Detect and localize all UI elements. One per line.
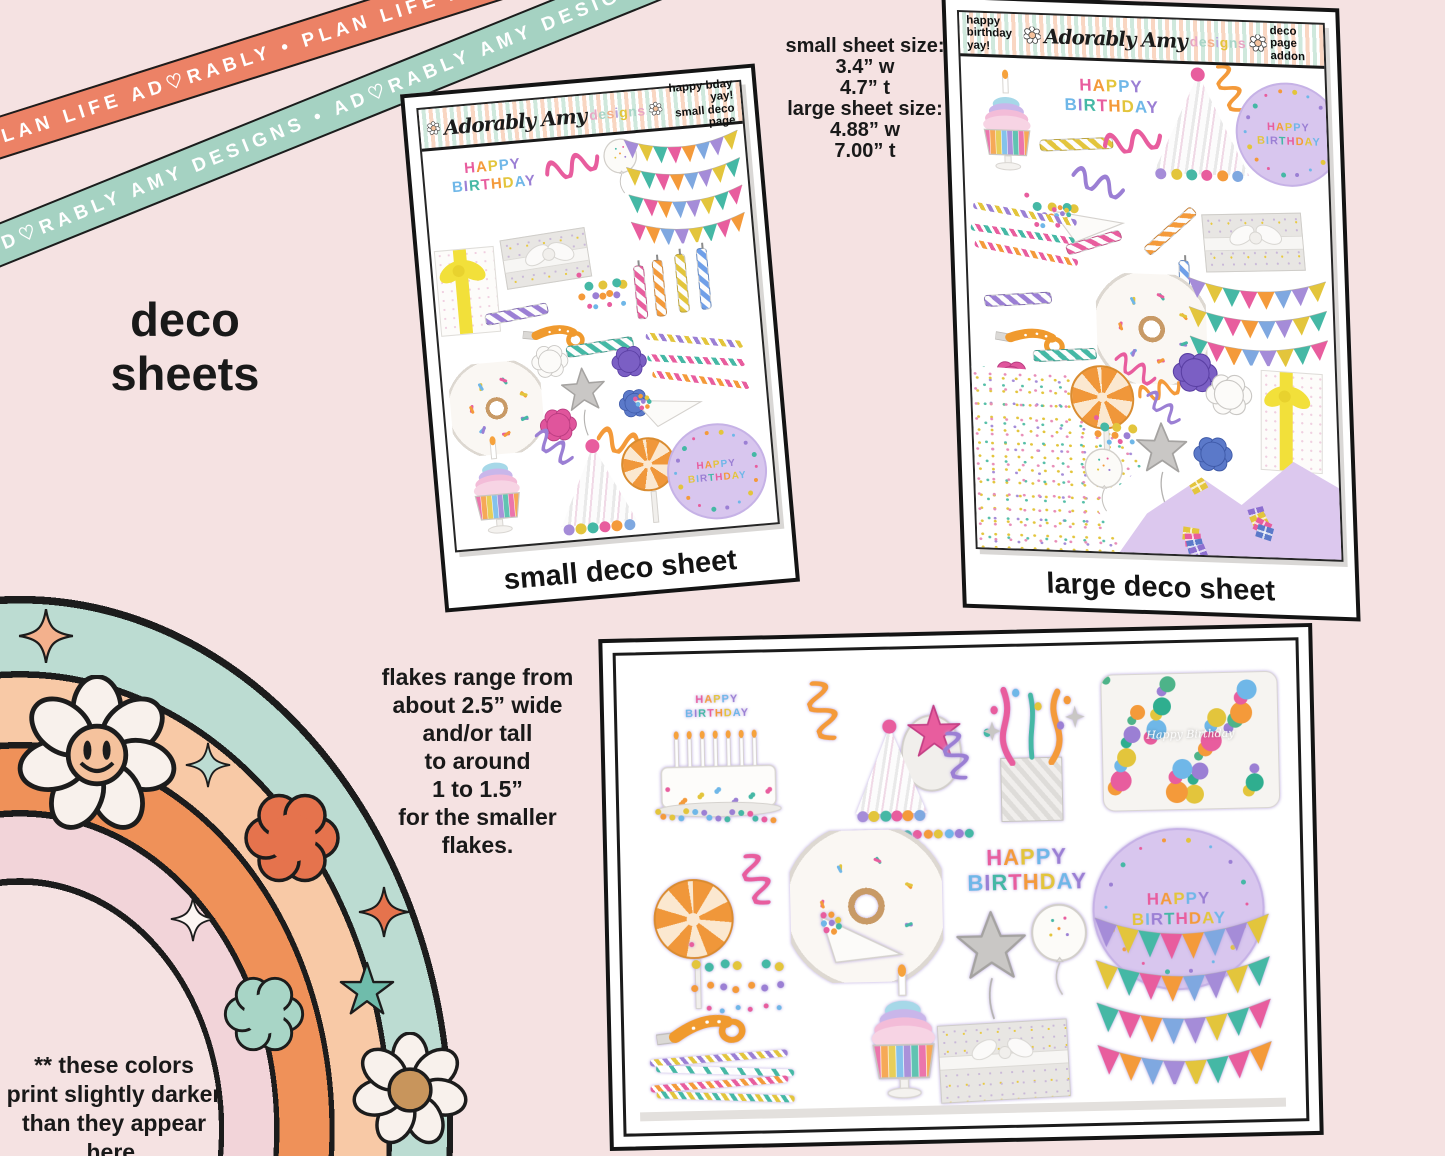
note-line: flakes.: [441, 832, 514, 858]
note-line: print slightly darker: [6, 1081, 222, 1107]
orange-candle: [1142, 205, 1198, 257]
note-line: small sheet size:: [785, 35, 945, 57]
striped-straw-2: [647, 354, 746, 367]
sheet-size-note: small sheet size: 3.4” w 4.7” t large sheet…: [758, 36, 972, 162]
flake-party-horn: [653, 1005, 753, 1062]
yellow-candle-upright: [673, 248, 690, 314]
note-line: large sheet size:: [787, 98, 943, 120]
note-line: for the smaller: [398, 804, 557, 830]
flake-balloon-wall: Happy Birthday: [1100, 670, 1281, 812]
striped-straw-1: [645, 332, 744, 349]
star-balloon: [1133, 420, 1192, 506]
print-color-disclaimer: ** these colors print slightly darker than…: [0, 1051, 228, 1156]
daisy-icon: [1248, 33, 1267, 52]
happy-birthday-badge: HAPPY BIRTHDAY: [662, 419, 771, 524]
happy-birthday-badge: HAPPY BIRTHDAY: [1233, 80, 1342, 189]
white-balloon: [1080, 448, 1128, 514]
note-line: 4.88” w: [829, 119, 901, 141]
note-line: 7.00” t: [834, 140, 896, 162]
pink-squiggle: [1099, 122, 1165, 156]
small-sheet-header: Adorably Amy designs happy bday yay! sma…: [418, 77, 743, 152]
pink-peony: [535, 403, 582, 447]
flake-party-hat-cluster: [845, 704, 978, 848]
flake-size-note: flakes range from about 2.5” wide and/or t…: [365, 663, 590, 859]
title-line-1: deco: [130, 293, 240, 346]
white-rose: [1200, 369, 1258, 421]
note-line: than they appear here.: [21, 1110, 207, 1156]
flake-star-balloon: [955, 904, 1030, 1031]
large-sheet-stickers: HAPPY BIRTHDAY HAPPY BIRTHDAY: [961, 56, 1342, 560]
flake-birthday-cupcake: [858, 960, 949, 1107]
orange-squiggle: [1209, 59, 1254, 116]
note-line: 4.7” t: [839, 77, 891, 99]
flake-confetti-cone: [807, 908, 911, 980]
flake-birthday-cake: HAPPY BIRTHDAY: [642, 691, 795, 844]
note-line: flakes range from: [381, 664, 574, 690]
confetti-cone: [628, 380, 707, 435]
pink-streamer: [1111, 346, 1162, 388]
flakes-panel: HAPPY BIRTHDAY Happy Birthday HAPPY BIRTHDAY…: [598, 622, 1324, 1152]
daisy-icon: [426, 119, 441, 137]
happy-birthday-candle-letters: HAPPY BIRTHDAY: [451, 155, 537, 197]
flake-confetti-popper: [976, 680, 1089, 822]
note-line: to around: [424, 748, 531, 774]
orange-candle-upright: [651, 254, 668, 318]
star-balloon: [557, 365, 611, 441]
flake-purple-streamer: [937, 726, 979, 784]
large-deco-sheet: happy birthday yay! Adorably Amy designs…: [956, 10, 1344, 562]
note-line: about 2.5” wide: [392, 692, 563, 718]
flake-present: [936, 1018, 1071, 1104]
flake-orange-streamer: [800, 675, 849, 745]
teal-candle: [1032, 347, 1098, 363]
large-sheet-header: happy birthday yay! Adorably Amy designs…: [959, 12, 1325, 69]
brand-designs: designs: [1189, 32, 1247, 51]
birthday-cupcake: [460, 432, 533, 541]
small-sheet-stickers: HAPPY BIRTHDAY HAPPY BIRTHDAY: [422, 124, 778, 551]
flake-white-balloon: [1027, 902, 1091, 998]
flakes-panel-inner-frame: HAPPY BIRTHDAY Happy Birthday HAPPY BIRTHDAY…: [612, 637, 1310, 1137]
purple-streamer: [1068, 160, 1128, 202]
flake-bunting-banners: [1093, 912, 1275, 1087]
note-line: 1 to 1.5”: [432, 776, 523, 802]
large-sheet-label-right: deco page addon: [1269, 24, 1306, 63]
confetti-cluster: [575, 266, 634, 313]
brand-designs: designs: [588, 101, 647, 123]
note-line: ** these colors: [34, 1052, 194, 1078]
page-title: deco sheets: [55, 293, 315, 401]
bunting-banners: [1186, 275, 1331, 369]
purple-streamer-2: [1142, 385, 1187, 428]
birthday-cupcake: [972, 66, 1042, 177]
title-line-2: sheets: [110, 347, 260, 400]
daisy-icon: [1023, 25, 1042, 44]
brand-script: Adorably Amy: [1043, 23, 1188, 53]
brand-logo: Adorably Amy designs: [443, 98, 647, 140]
note-line: and/or tall: [422, 720, 533, 746]
flake-stickers: HAPPY BIRTHDAY Happy Birthday HAPPY BIRTHDAY…: [628, 653, 1294, 1122]
pink-candle-upright: [632, 260, 649, 320]
blue-candle-upright: [695, 242, 712, 311]
purple-peony: [607, 341, 652, 383]
large-sheet-caption: large deco sheet: [1045, 567, 1276, 608]
daisy-icon: [649, 100, 663, 118]
orange-streamer: [1133, 371, 1184, 405]
flake-pink-streamer: [735, 847, 783, 910]
small-deco-sheet-card: Adorably Amy designs happy bday yay! sma…: [400, 63, 800, 613]
blue-peony: [1188, 432, 1237, 476]
bunting-banners: [621, 128, 748, 248]
large-deco-sheet-card: happy birthday yay! Adorably Amy designs…: [941, 0, 1361, 622]
small-deco-sheet: Adorably Amy designs happy bday yay! sma…: [416, 77, 780, 553]
brand-script: Adorably Amy: [442, 102, 588, 140]
note-line: 3.4” w: [835, 56, 895, 78]
pink-squiggle: [540, 143, 603, 185]
present-grey: [1200, 212, 1306, 273]
present-yellow-bow: [1260, 369, 1323, 474]
flake-striped-straws: [649, 1049, 801, 1111]
purple-streamer: [529, 422, 580, 468]
purple-candle: [983, 291, 1052, 308]
white-rose: [526, 340, 573, 384]
large-sheet-label-left: happy birthday yay!: [966, 14, 1013, 52]
purple-peony: [1167, 348, 1223, 398]
brand-logo: Adorably Amy designs: [1023, 23, 1267, 55]
